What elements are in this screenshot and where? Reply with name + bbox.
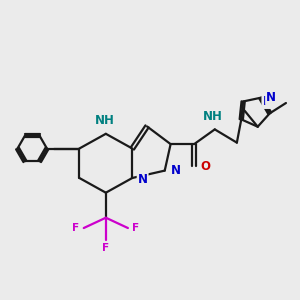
- Text: F: F: [72, 223, 79, 233]
- Text: N: N: [171, 164, 181, 177]
- Text: NH: NH: [203, 110, 223, 124]
- Text: N: N: [262, 95, 272, 108]
- Text: F: F: [102, 243, 110, 253]
- Text: NH: NH: [94, 114, 114, 127]
- Text: F: F: [132, 223, 140, 233]
- Text: N: N: [138, 173, 148, 186]
- Text: O: O: [200, 160, 210, 173]
- Text: N: N: [266, 91, 276, 104]
